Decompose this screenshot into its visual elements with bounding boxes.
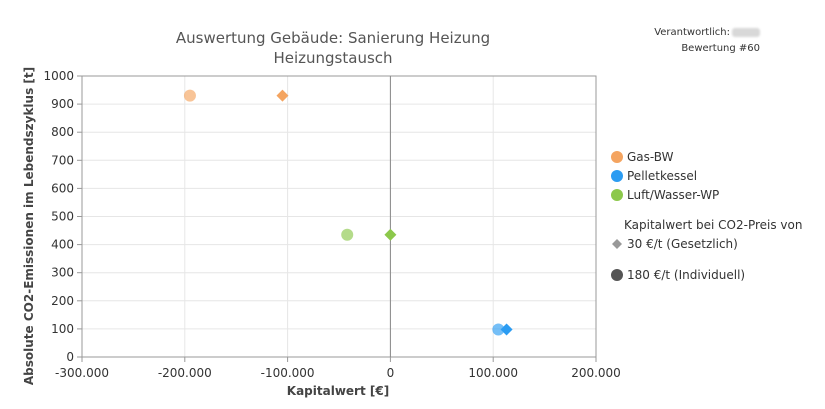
legend-swatch[interactable] <box>611 189 623 201</box>
grid-lines <box>81 75 597 358</box>
diamond-marker[interactable] <box>276 89 289 102</box>
marker-legend-heading: Kapitalwert bei CO2-Preis von <box>624 218 802 232</box>
marker-legend-label: 180 €/t (Individuell) <box>627 268 745 282</box>
x-tick-label: 0 <box>387 366 395 380</box>
legend[interactable]: Gas-BW Pelletkessel Luft/Wasser-WP Kapitalw… <box>611 150 802 282</box>
diamond-legend-icon <box>612 239 622 249</box>
y-tick-label: 300 <box>51 266 74 280</box>
x-tick-label: -300.000 <box>55 366 109 380</box>
y-tick-label: 500 <box>51 210 74 224</box>
responsible-meta: Verantwortlich: <box>654 27 760 38</box>
x-axis-label: Kapitalwert [€] <box>287 384 389 398</box>
y-tick-label: 200 <box>51 294 74 308</box>
y-tick-label: 900 <box>51 97 74 111</box>
redacted-name <box>732 27 760 37</box>
circle-marker[interactable] <box>341 228 354 241</box>
y-tick-label: 1000 <box>43 69 74 83</box>
x-tick-label: -100.000 <box>261 366 315 380</box>
y-tick-label: 800 <box>51 125 74 139</box>
diamond-marker[interactable] <box>500 323 513 336</box>
y-tick-label: 0 <box>66 350 74 364</box>
data-points <box>183 89 513 336</box>
legend-label[interactable]: Luft/Wasser-WP <box>627 188 719 202</box>
x-tick-label: 200.000 <box>571 366 621 380</box>
circle-legend-icon <box>611 269 623 281</box>
y-tick-label: 600 <box>51 181 74 195</box>
marker-legend-label: 30 €/t (Gesetzlich) <box>627 237 738 251</box>
legend-label[interactable]: Pelletkessel <box>627 169 697 183</box>
x-tick-label: 100.000 <box>468 366 518 380</box>
x-tick-label: -200.000 <box>158 366 212 380</box>
rating-label: Bewertung #60 <box>681 43 760 54</box>
legend-label[interactable]: Gas-BW <box>627 150 674 164</box>
diamond-marker[interactable] <box>384 228 397 241</box>
circle-marker[interactable] <box>183 89 196 102</box>
chart-subtitle: Heizungstausch <box>273 49 392 67</box>
y-tick-label: 700 <box>51 153 74 167</box>
y-tick-label: 400 <box>51 238 74 252</box>
responsible-label: Verantwortlich: <box>654 27 730 38</box>
legend-swatch[interactable] <box>611 151 623 163</box>
y-axis-label: Absolute CO2-Emissionen im Lebendszyklus… <box>22 67 36 385</box>
y-axis-ticks: 0 100 200 300 400 500 600 700 800 900 1000 <box>43 69 82 364</box>
y-tick-label: 100 <box>51 322 74 336</box>
circle-marker[interactable] <box>492 323 505 336</box>
x-axis-ticks: -300.000 -200.000 -100.000 0 100.000 200.000 <box>55 357 621 380</box>
legend-swatch[interactable] <box>611 170 623 182</box>
chart-title: Auswertung Gebäude: Sanierung Heizung <box>176 29 490 47</box>
